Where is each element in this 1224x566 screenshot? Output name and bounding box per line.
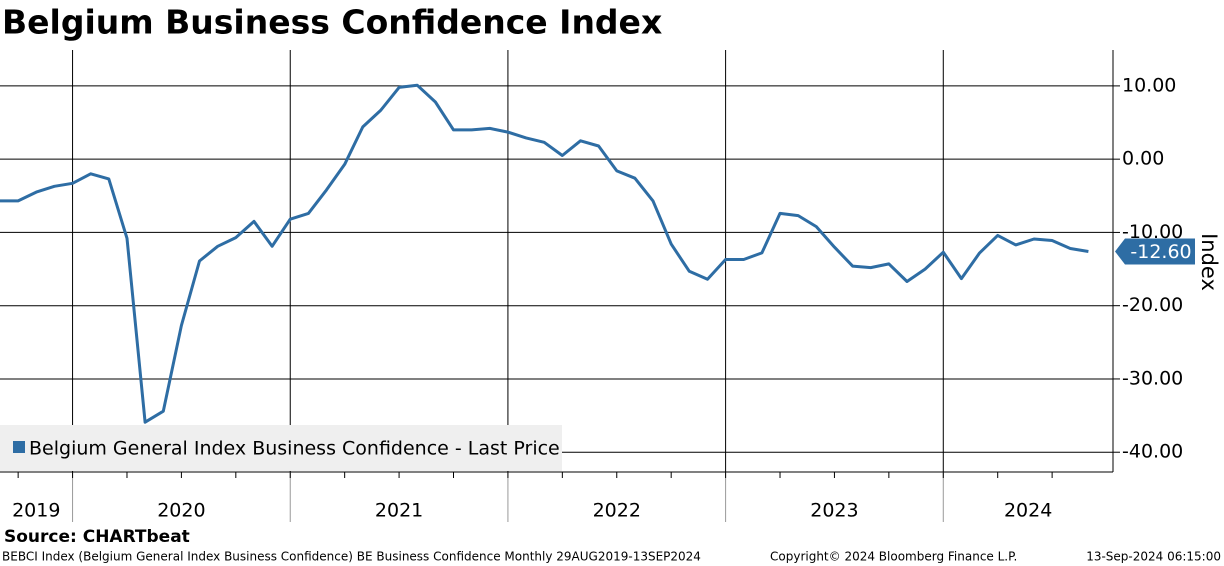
- source: Source: CHARTbeat: [4, 527, 190, 547]
- series-line: [0, 83, 1089, 424]
- y-tick-label: -40.00: [1122, 441, 1183, 463]
- y-tick-label: 10.00: [1122, 74, 1176, 96]
- y-tick-label: -10.00: [1122, 221, 1183, 243]
- footer-right: 13-Sep-2024 06:15:00: [1086, 550, 1221, 564]
- x-tick-label: 2020: [157, 500, 205, 522]
- x-tick-label: 2024: [1004, 500, 1052, 522]
- chart-title: Belgium Business Confidence Index: [2, 3, 662, 42]
- x-tick-label: 2023: [810, 500, 858, 522]
- footer-center: Copyright© 2024 Bloomberg Finance L.P.: [770, 550, 1017, 564]
- footer-left: BEBCI Index (Belgium General Index Busin…: [2, 550, 701, 564]
- legend-swatch: [13, 441, 25, 453]
- y-tick-label: -30.00: [1122, 367, 1183, 389]
- x-tick-label: 2022: [593, 500, 641, 522]
- y-tick-label: -20.00: [1122, 294, 1183, 316]
- x-tick-label: 2019: [12, 500, 60, 522]
- last-price-tag: [1115, 238, 1195, 265]
- legend-box: [0, 425, 562, 471]
- y-tick-label: 0.00: [1122, 148, 1164, 170]
- x-tick-label: 2021: [375, 500, 423, 522]
- legend-label: Belgium General Index Business Confidenc…: [29, 438, 560, 460]
- y-axis-label: Index: [1197, 233, 1221, 291]
- last-price-label: -12.60: [1130, 241, 1191, 263]
